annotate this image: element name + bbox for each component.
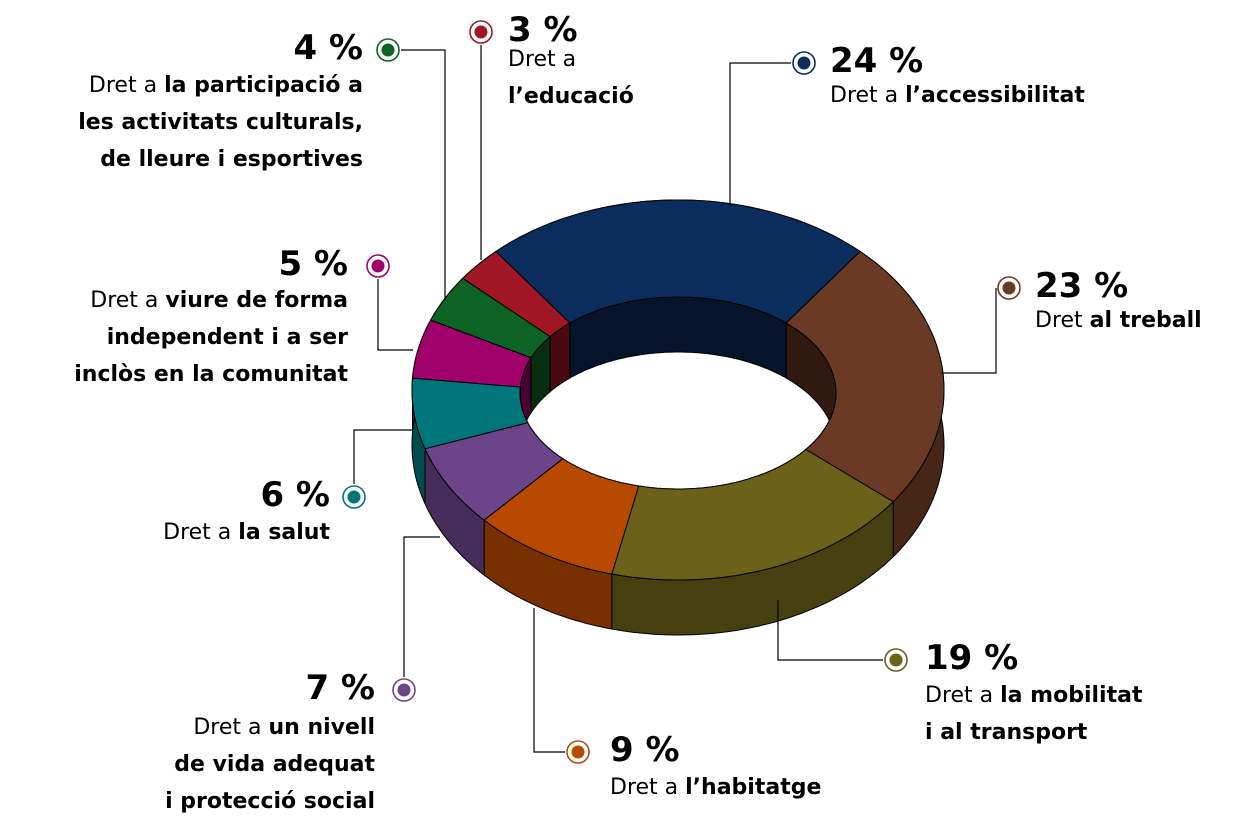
label-emphasis: l’habitatge [685,775,822,800]
slice [462,250,571,338]
value-label: 3 % [508,10,578,50]
slice-label: Dret a la salut [163,514,330,551]
label-emphasis: independent i a ser [106,325,348,350]
label-emphasis: i protecció social [165,789,375,814]
value-label: 19 % [925,638,1019,678]
value-label: 7 % [305,668,375,708]
leader-line [377,279,413,351]
legend-dot [381,43,395,57]
legend-dot [571,745,585,759]
legend-dot [347,490,361,504]
value-label: 4 % [293,28,363,68]
legend-dot [474,25,488,39]
label-prefix: Dret [1035,308,1083,333]
legend-dot [1002,281,1016,295]
legend-dot [797,56,811,70]
label-emphasis: de vida adequat [174,752,375,777]
slice-label: Dret a l’educació [508,41,634,115]
slice-label: Dret a un nivell de vida adequat i protecc… [165,709,375,820]
label-prefix: Dret a [610,775,679,800]
value-label: 5 % [278,244,348,284]
value-label: 23 % [1035,266,1129,306]
label-prefix: Dret a [925,683,994,708]
label-prefix: Dret a [90,288,159,313]
label-emphasis: la participació a [164,73,363,98]
leader-lines [353,45,997,753]
slice-label: Dret al treball [1035,302,1202,339]
label-emphasis: i al transport [925,720,1088,745]
label-prefix: Dret a [193,715,262,740]
label-prefix: Dret a [508,47,577,72]
slice-label: Dret a viure de forma independent i a ser… [74,282,348,393]
slice-label: Dret a l’habitatge [610,769,821,806]
label-emphasis: la mobilitat [1000,683,1143,708]
label-emphasis: inclòs en la comunitat [74,362,348,387]
leader-line [353,429,413,484]
label-emphasis: viure de forma [165,288,348,313]
label-emphasis: l’educació [508,84,634,109]
leader-line [401,49,446,300]
value-label: 6 % [260,475,330,515]
label-emphasis: un nivell [268,715,375,740]
label-emphasis: l’accessibilitat [905,83,1085,108]
leader-line [941,288,997,374]
leader-line [777,600,883,661]
label-prefix: Dret a [163,520,232,545]
label-prefix: Dret a [830,83,899,108]
leader-line [729,62,791,205]
slice-label: Dret a la mobilitat i al transport [925,677,1142,751]
value-label: 24 % [830,41,924,81]
slice-label: Dret a l’accessibilitat [830,77,1085,114]
label-emphasis: les activitats culturals, [78,110,363,135]
label-prefix: Dret a [88,73,158,98]
label-emphasis: la salut [238,520,330,545]
legend-dot [889,653,903,667]
legend-dot [397,683,411,697]
value-label: 9 % [610,730,680,770]
slice-label: Dret a la participació a les activitats c… [78,67,363,178]
leader-line [533,608,565,753]
label-emphasis: de lleure i esportives [100,147,363,172]
legend-dot [371,259,385,273]
top-faces [411,199,945,581]
leader-line [403,536,440,677]
label-emphasis: al treball [1089,308,1202,333]
